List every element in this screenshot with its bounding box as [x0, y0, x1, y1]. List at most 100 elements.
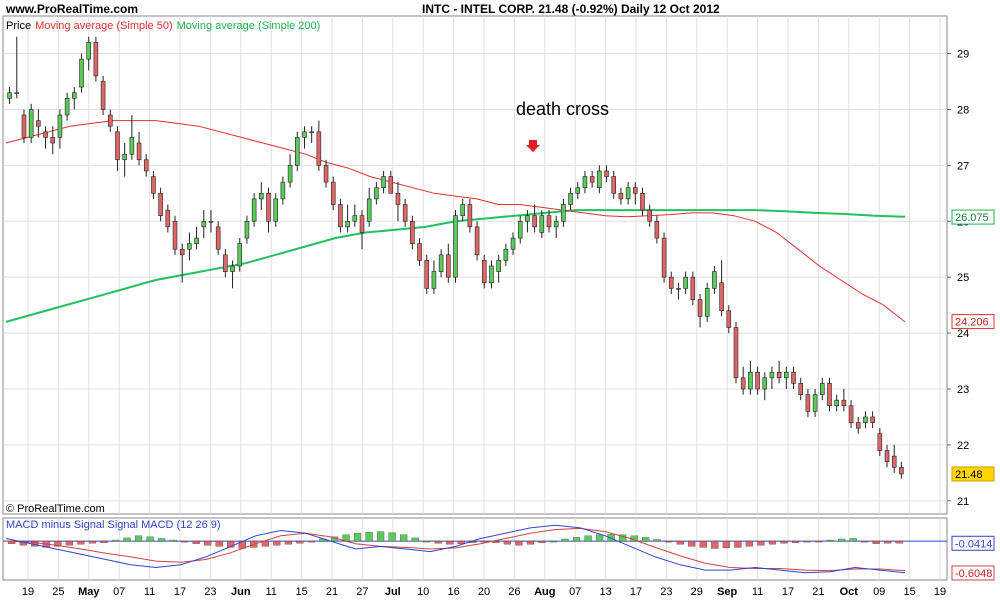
candle-up: [489, 260, 494, 289]
candle-up: [72, 87, 77, 110]
candle-up: [194, 226, 199, 250]
candle-body: [287, 165, 293, 183]
candle-body: [661, 237, 667, 278]
candle-body: [323, 165, 329, 183]
x-tick-label: 09: [873, 586, 885, 598]
candle-body: [762, 377, 768, 390]
candle-down: [50, 126, 56, 155]
candle-up: [57, 109, 63, 149]
macd-histogram-bar: [538, 540, 546, 543]
candle-body: [158, 193, 163, 216]
candle-down: [108, 109, 113, 132]
candle-down: [647, 204, 652, 227]
candle-down: [618, 187, 624, 205]
macd-histogram-bar: [307, 540, 316, 543]
macd-histogram-bar: [388, 532, 396, 542]
macd-histogram-bar: [768, 540, 777, 545]
macd-histogram-bar: [526, 540, 535, 545]
candle-body: [57, 114, 63, 138]
candle-down: [899, 461, 904, 479]
candle-body: [359, 215, 365, 233]
candle-body: [690, 276, 696, 300]
candle-body: [704, 288, 710, 317]
macd-badge-box: [951, 565, 995, 581]
x-tick-label: 13: [599, 586, 611, 598]
candle-body: [316, 131, 322, 166]
candle-up: [834, 394, 839, 412]
candle-body: [266, 193, 271, 222]
candle-down: [640, 187, 645, 216]
candles: [7, 36, 904, 479]
candle-down: [532, 204, 537, 233]
candle-down: [891, 444, 897, 473]
candle-body: [330, 181, 336, 205]
candle-up: [676, 282, 681, 300]
ma50-line: [5, 120, 906, 323]
candle-body: [589, 176, 595, 183]
candle-body: [410, 220, 415, 244]
macd-histogram-bar: [549, 540, 558, 543]
x-tick-label: Sep: [717, 586, 737, 598]
candle-body: [179, 248, 185, 256]
macd-histogram-bar: [146, 536, 154, 542]
candle-body: [532, 215, 537, 228]
macd-histogram-bar: [838, 538, 846, 542]
macd-histogram-bar: [434, 540, 442, 544]
candle-up: [237, 238, 243, 272]
candle-up: [79, 53, 84, 93]
candle-down: [359, 210, 365, 250]
candle-body: [625, 187, 631, 200]
candle-up: [539, 210, 545, 239]
candle-up: [64, 92, 70, 121]
x-tick-label: 29: [691, 586, 703, 598]
x-tick-label: 21: [326, 586, 338, 598]
candle-down: [100, 75, 106, 116]
macd-histogram-bar: [884, 540, 892, 544]
candle-body: [215, 226, 221, 250]
macd-histogram-bar: [861, 540, 869, 543]
candle-body: [748, 371, 753, 390]
candle-body: [151, 176, 156, 194]
candle-body: [251, 198, 257, 222]
candle-body: [870, 416, 875, 423]
candle-body: [43, 131, 48, 138]
candle-up: [683, 271, 688, 294]
candle-body: [259, 193, 264, 200]
x-tick-label: 07: [569, 586, 581, 598]
y-tick-label: 22: [957, 440, 969, 452]
ma50-badge-label: 24.206: [955, 317, 989, 329]
candle-down: [481, 254, 487, 289]
macd-histogram-bar: [814, 540, 823, 543]
macd-histogram-bar: [273, 540, 281, 546]
candle-up: [712, 266, 717, 294]
candle-body: [791, 371, 796, 384]
macd-histogram-bar: [699, 540, 707, 548]
macd-histogram-bar: [619, 534, 627, 542]
candle-up: [201, 210, 207, 239]
candle-up: [748, 361, 753, 395]
macd-histogram-bar: [722, 540, 730, 549]
candle-up: [251, 193, 257, 227]
candle-body: [201, 220, 207, 228]
x-tick-label: 11: [265, 586, 276, 598]
macd-histogram-bar: [365, 531, 373, 542]
y-tick-label: 21: [957, 496, 969, 508]
candle-down: [546, 210, 552, 233]
candle-body: [582, 176, 588, 189]
candle-body: [93, 42, 99, 77]
candle-body: [402, 204, 408, 222]
macd-histogram-bar: [803, 540, 811, 543]
candle-body: [108, 114, 113, 127]
x-tick-label: 17: [174, 586, 186, 598]
macd-histogram-bar: [584, 535, 592, 542]
candle-body: [834, 399, 839, 407]
candle-body: [575, 187, 581, 194]
candle-down: [316, 120, 322, 171]
candle-down: [755, 366, 760, 395]
candle-body: [187, 243, 192, 250]
macd-histogram-bar: [492, 540, 500, 543]
date-axis: 19 25 May 07 11 17 23 Jun 11 15 21 27 Jul 10 16 20 26 Aug…: [22, 586, 946, 598]
candle-down: [841, 389, 847, 412]
x-tick-label: Oct: [840, 586, 859, 598]
